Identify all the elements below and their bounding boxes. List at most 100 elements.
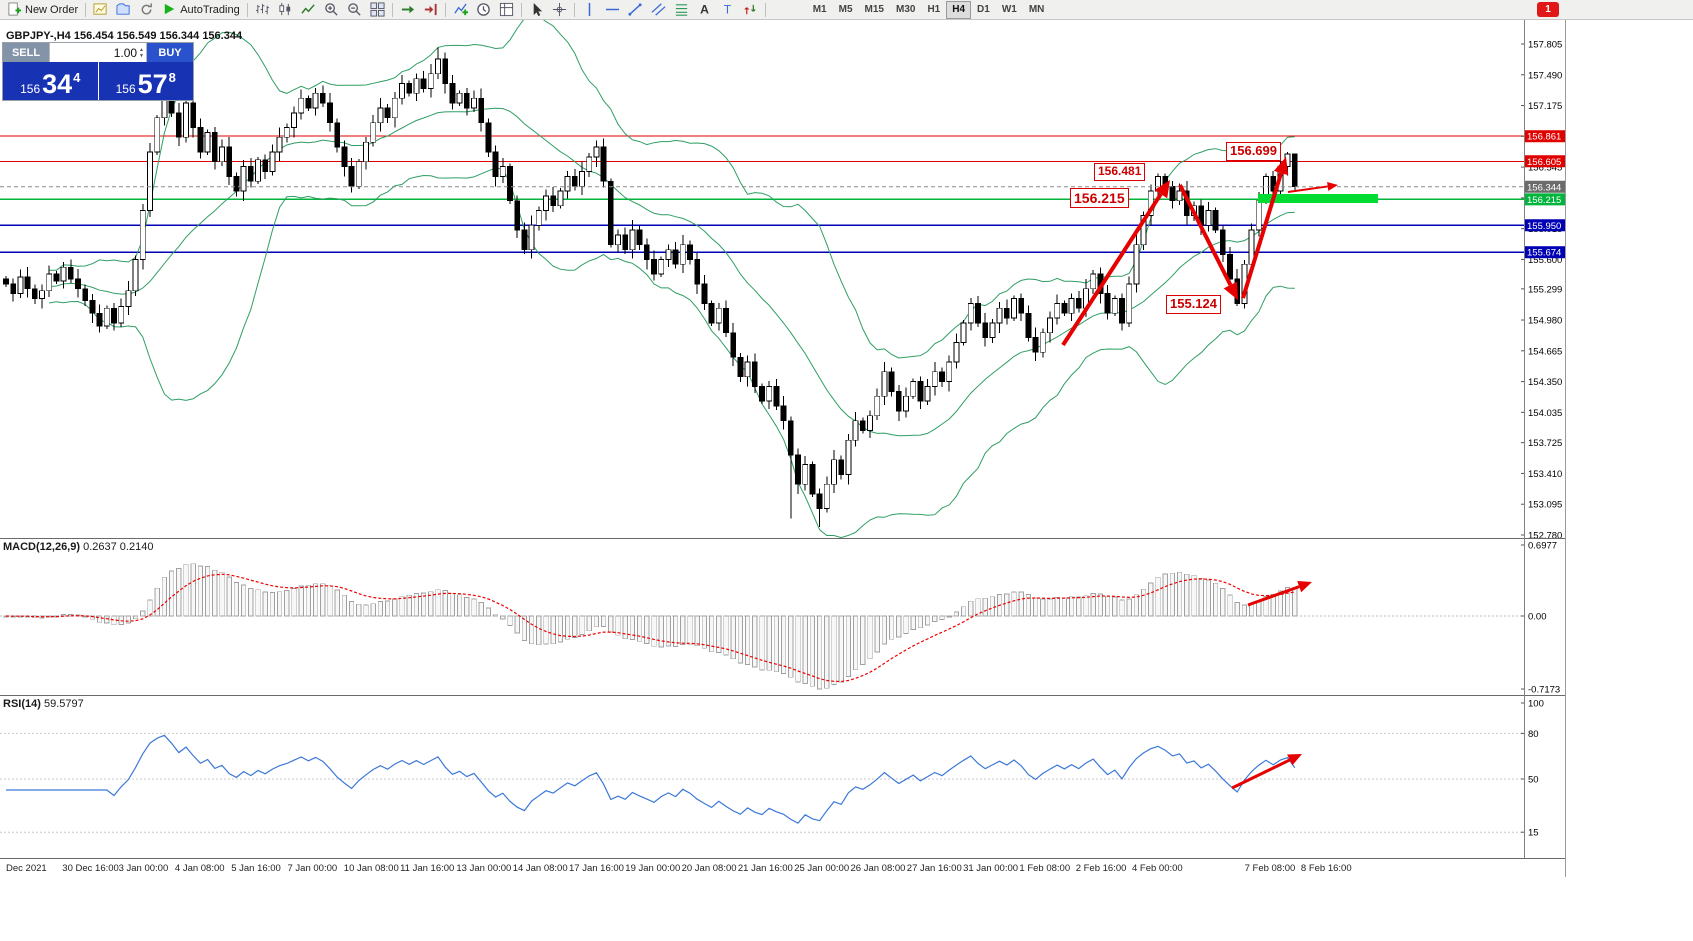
- chart-shift-button[interactable]: [419, 0, 442, 20]
- text-button[interactable]: A: [693, 0, 716, 20]
- price-annotation[interactable]: 156.481: [1094, 163, 1146, 181]
- arrows-button[interactable]: [739, 0, 762, 20]
- periods-button[interactable]: [472, 0, 495, 20]
- channel-icon: [651, 3, 666, 16]
- timeframe-d1[interactable]: D1: [977, 3, 990, 15]
- buy-price-button[interactable]: 156 57 8: [98, 62, 193, 100]
- timeframe-h1[interactable]: H1: [927, 3, 941, 15]
- indicators-button[interactable]: [449, 0, 472, 20]
- svg-text:152.780: 152.780: [1528, 530, 1562, 538]
- rsi-line: [6, 734, 1296, 824]
- profiles-button[interactable]: [112, 0, 135, 20]
- timeframe-m30[interactable]: M30: [895, 3, 916, 15]
- trendline-button[interactable]: [624, 0, 647, 20]
- main-toolbar: New Order AutoTrading A T M1 M5 M15 M30 H1 H4 D1 W…: [0, 0, 1693, 20]
- autotrading-button[interactable]: AutoTrading: [158, 0, 244, 20]
- zoom-out-icon: [347, 3, 361, 16]
- label-button[interactable]: T: [716, 0, 739, 20]
- new-order-button[interactable]: New Order: [3, 0, 82, 20]
- refresh-button[interactable]: [135, 0, 158, 20]
- svg-text:155.950: 155.950: [1527, 221, 1561, 232]
- svg-text:100: 100: [1528, 699, 1544, 710]
- line-chart-button[interactable]: [297, 0, 320, 20]
- auto-scroll-icon: [401, 5, 414, 14]
- timeframe-m15[interactable]: M15: [864, 3, 884, 15]
- svg-text:50: 50: [1528, 775, 1539, 786]
- horizontal-line-button[interactable]: [601, 0, 624, 20]
- autotrading-button-label: AutoTrading: [180, 3, 240, 16]
- price-annotation[interactable]: 156.215: [1070, 188, 1129, 209]
- volume-up-arrow[interactable]: ▲: [139, 46, 144, 53]
- notification-badge[interactable]: 1: [1537, 2, 1559, 17]
- price-chart-panel[interactable]: 157.805157.490157.175156.860156.545156.2…: [0, 20, 1565, 538]
- candlestick-button[interactable]: [274, 0, 297, 20]
- timeframe-h4[interactable]: H4: [946, 0, 972, 19]
- svg-text:156.545: 156.545: [1528, 163, 1562, 174]
- svg-text:0.6977: 0.6977: [1528, 540, 1557, 551]
- crosshair-button[interactable]: [548, 0, 571, 20]
- svg-text:154.665: 154.665: [1528, 346, 1562, 357]
- new-chart-icon: [93, 3, 107, 15]
- cursor-button[interactable]: [525, 0, 548, 20]
- time-axis-label: 8 Feb 16:00: [1300, 863, 1352, 874]
- rsi-indicator-label: RSI(14) 59.5797: [3, 698, 84, 710]
- line-chart-icon: [301, 4, 315, 14]
- svg-text:157.805: 157.805: [1528, 40, 1562, 51]
- time-axis-label: 17 Jan 16:00: [569, 863, 624, 874]
- time-axis-label: 1 Feb 08:00: [1019, 863, 1071, 874]
- templates-button[interactable]: [495, 0, 518, 20]
- macd-panel[interactable]: 0.6977 0.00 -0.7173: [0, 538, 1565, 695]
- time-axis-label: 7 Jan 00:00: [287, 863, 338, 874]
- toolbar-separator: [85, 2, 87, 17]
- svg-text:155.674: 155.674: [1527, 248, 1561, 259]
- macd-indicator-label: MACD(12,26,9) 0.2637 0.2140: [3, 541, 153, 553]
- tile-windows-button[interactable]: [366, 0, 389, 20]
- toolbar-separator: [520, 2, 522, 17]
- channel-button[interactable]: [647, 0, 670, 20]
- svg-text:153.410: 153.410: [1528, 469, 1562, 480]
- fibonacci-button[interactable]: [670, 0, 693, 20]
- svg-text:15: 15: [1528, 828, 1539, 839]
- label-icon: T: [724, 3, 732, 17]
- zoom-out-button[interactable]: [343, 0, 366, 20]
- symbol-quote-line: GBPJPY-,H4 156.454 156.549 156.344 156.3…: [6, 30, 243, 42]
- rsi-panel[interactable]: 100 80 50 15: [0, 695, 1565, 858]
- svg-text:154.980: 154.980: [1528, 316, 1562, 327]
- sell-price-prefix: 156: [20, 81, 41, 96]
- svg-text:80: 80: [1528, 729, 1539, 740]
- crosshair-icon: [552, 2, 566, 17]
- sell-button[interactable]: SELL: [3, 43, 49, 62]
- timeframe-m1[interactable]: M1: [812, 3, 827, 15]
- timeframe-mn[interactable]: MN: [1028, 3, 1045, 15]
- new-chart-button[interactable]: [89, 0, 112, 20]
- time-axis-label: 25 Jan 00:00: [794, 863, 850, 874]
- time-axis-label: 14 Jan 08:00: [512, 863, 568, 874]
- one-click-trading-panel: SELL 1.00 ▲ ▼ BUY 156 34 4 156 57 8: [2, 42, 194, 101]
- svg-text:155.299: 155.299: [1528, 284, 1562, 295]
- svg-text:156.344: 156.344: [1527, 182, 1561, 193]
- timeframe-w1[interactable]: W1: [1001, 3, 1017, 15]
- chart-window: 157.805157.490157.175156.860156.545156.2…: [0, 20, 1566, 877]
- bar-chart-button[interactable]: [251, 0, 274, 20]
- vertical-line-icon: [588, 2, 590, 17]
- price-annotation[interactable]: 155.124: [1166, 295, 1221, 314]
- time-axis[interactable]: Dec 2021 30 Dec 16:00 3 Jan 00:00 4 Jan 08:…: [0, 858, 1565, 877]
- sell-price-big: 34: [42, 69, 73, 100]
- support-zone-rectangle[interactable]: [1258, 194, 1378, 203]
- volume-field[interactable]: 1.00 ▲ ▼: [49, 43, 147, 62]
- time-axis-label: 31 Jan 00:00: [963, 863, 1019, 874]
- toolbar-separator: [764, 2, 766, 17]
- sell-price-button[interactable]: 156 34 4: [3, 62, 99, 100]
- svg-text:154.035: 154.035: [1528, 408, 1562, 419]
- svg-text:153.095: 153.095: [1528, 500, 1562, 511]
- price-annotation[interactable]: 156.699: [1226, 142, 1281, 161]
- time-axis-label: 30 Dec 16:00: [62, 863, 119, 874]
- vertical-line-button[interactable]: [578, 0, 601, 20]
- timeframe-m5[interactable]: M5: [838, 3, 853, 15]
- buy-button[interactable]: BUY: [147, 43, 193, 62]
- zoom-in-button[interactable]: [320, 0, 343, 20]
- volume-down-arrow[interactable]: ▼: [139, 52, 144, 59]
- bar-chart-icon: [255, 3, 269, 15]
- auto-scroll-button[interactable]: [396, 0, 419, 20]
- trend-arrows[interactable]: [1061, 157, 1338, 347]
